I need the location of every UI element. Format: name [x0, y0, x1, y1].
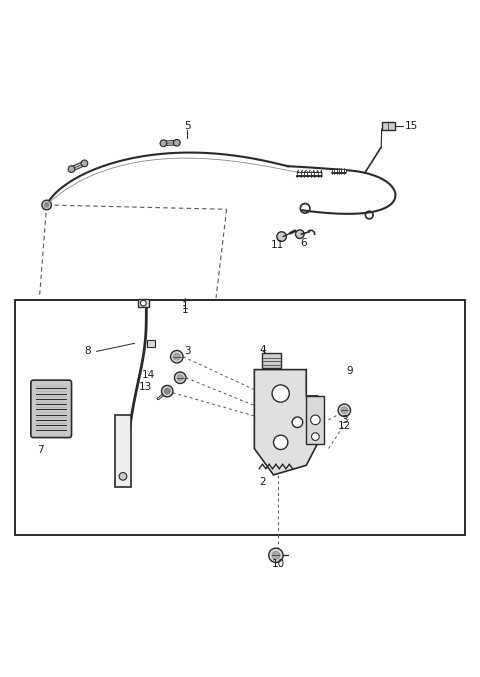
- Polygon shape: [254, 370, 317, 475]
- Text: 2: 2: [260, 477, 266, 487]
- Circle shape: [296, 230, 304, 238]
- Text: 13: 13: [139, 383, 152, 392]
- Circle shape: [173, 353, 180, 360]
- Text: 4: 4: [260, 345, 266, 355]
- Circle shape: [119, 473, 127, 480]
- Bar: [306, 396, 324, 444]
- Circle shape: [81, 160, 88, 167]
- Circle shape: [170, 351, 183, 363]
- Text: 11: 11: [271, 240, 284, 250]
- FancyBboxPatch shape: [262, 353, 281, 368]
- Text: 15: 15: [405, 121, 418, 131]
- Circle shape: [272, 385, 289, 402]
- Circle shape: [292, 417, 303, 427]
- Text: 7: 7: [36, 445, 43, 454]
- Circle shape: [174, 372, 186, 383]
- Circle shape: [141, 300, 146, 306]
- Circle shape: [274, 435, 288, 450]
- Circle shape: [164, 389, 170, 394]
- Circle shape: [68, 166, 75, 173]
- Text: 12: 12: [338, 420, 351, 431]
- Bar: [115, 415, 132, 487]
- Circle shape: [42, 200, 51, 210]
- Circle shape: [177, 374, 183, 381]
- Text: 10: 10: [272, 559, 285, 569]
- Bar: [15, 300, 465, 535]
- Circle shape: [338, 404, 350, 416]
- Text: 1: 1: [181, 305, 188, 315]
- Circle shape: [312, 433, 319, 441]
- Circle shape: [269, 548, 283, 563]
- Circle shape: [161, 385, 173, 397]
- Circle shape: [160, 140, 167, 147]
- Text: 1: 1: [181, 301, 188, 311]
- Circle shape: [341, 407, 348, 414]
- Text: 8: 8: [84, 347, 91, 356]
- Circle shape: [44, 202, 49, 207]
- Text: 3: 3: [341, 415, 348, 425]
- Bar: [138, 299, 149, 307]
- FancyBboxPatch shape: [382, 122, 395, 130]
- Circle shape: [311, 415, 320, 424]
- Text: 9: 9: [347, 366, 353, 376]
- Text: 6: 6: [300, 238, 307, 248]
- Text: 3: 3: [184, 347, 191, 356]
- Text: 5: 5: [184, 121, 191, 131]
- Circle shape: [272, 551, 280, 559]
- Circle shape: [277, 232, 287, 241]
- Circle shape: [173, 139, 180, 146]
- FancyBboxPatch shape: [31, 380, 72, 437]
- Bar: [147, 340, 156, 347]
- Text: 14: 14: [142, 370, 155, 380]
